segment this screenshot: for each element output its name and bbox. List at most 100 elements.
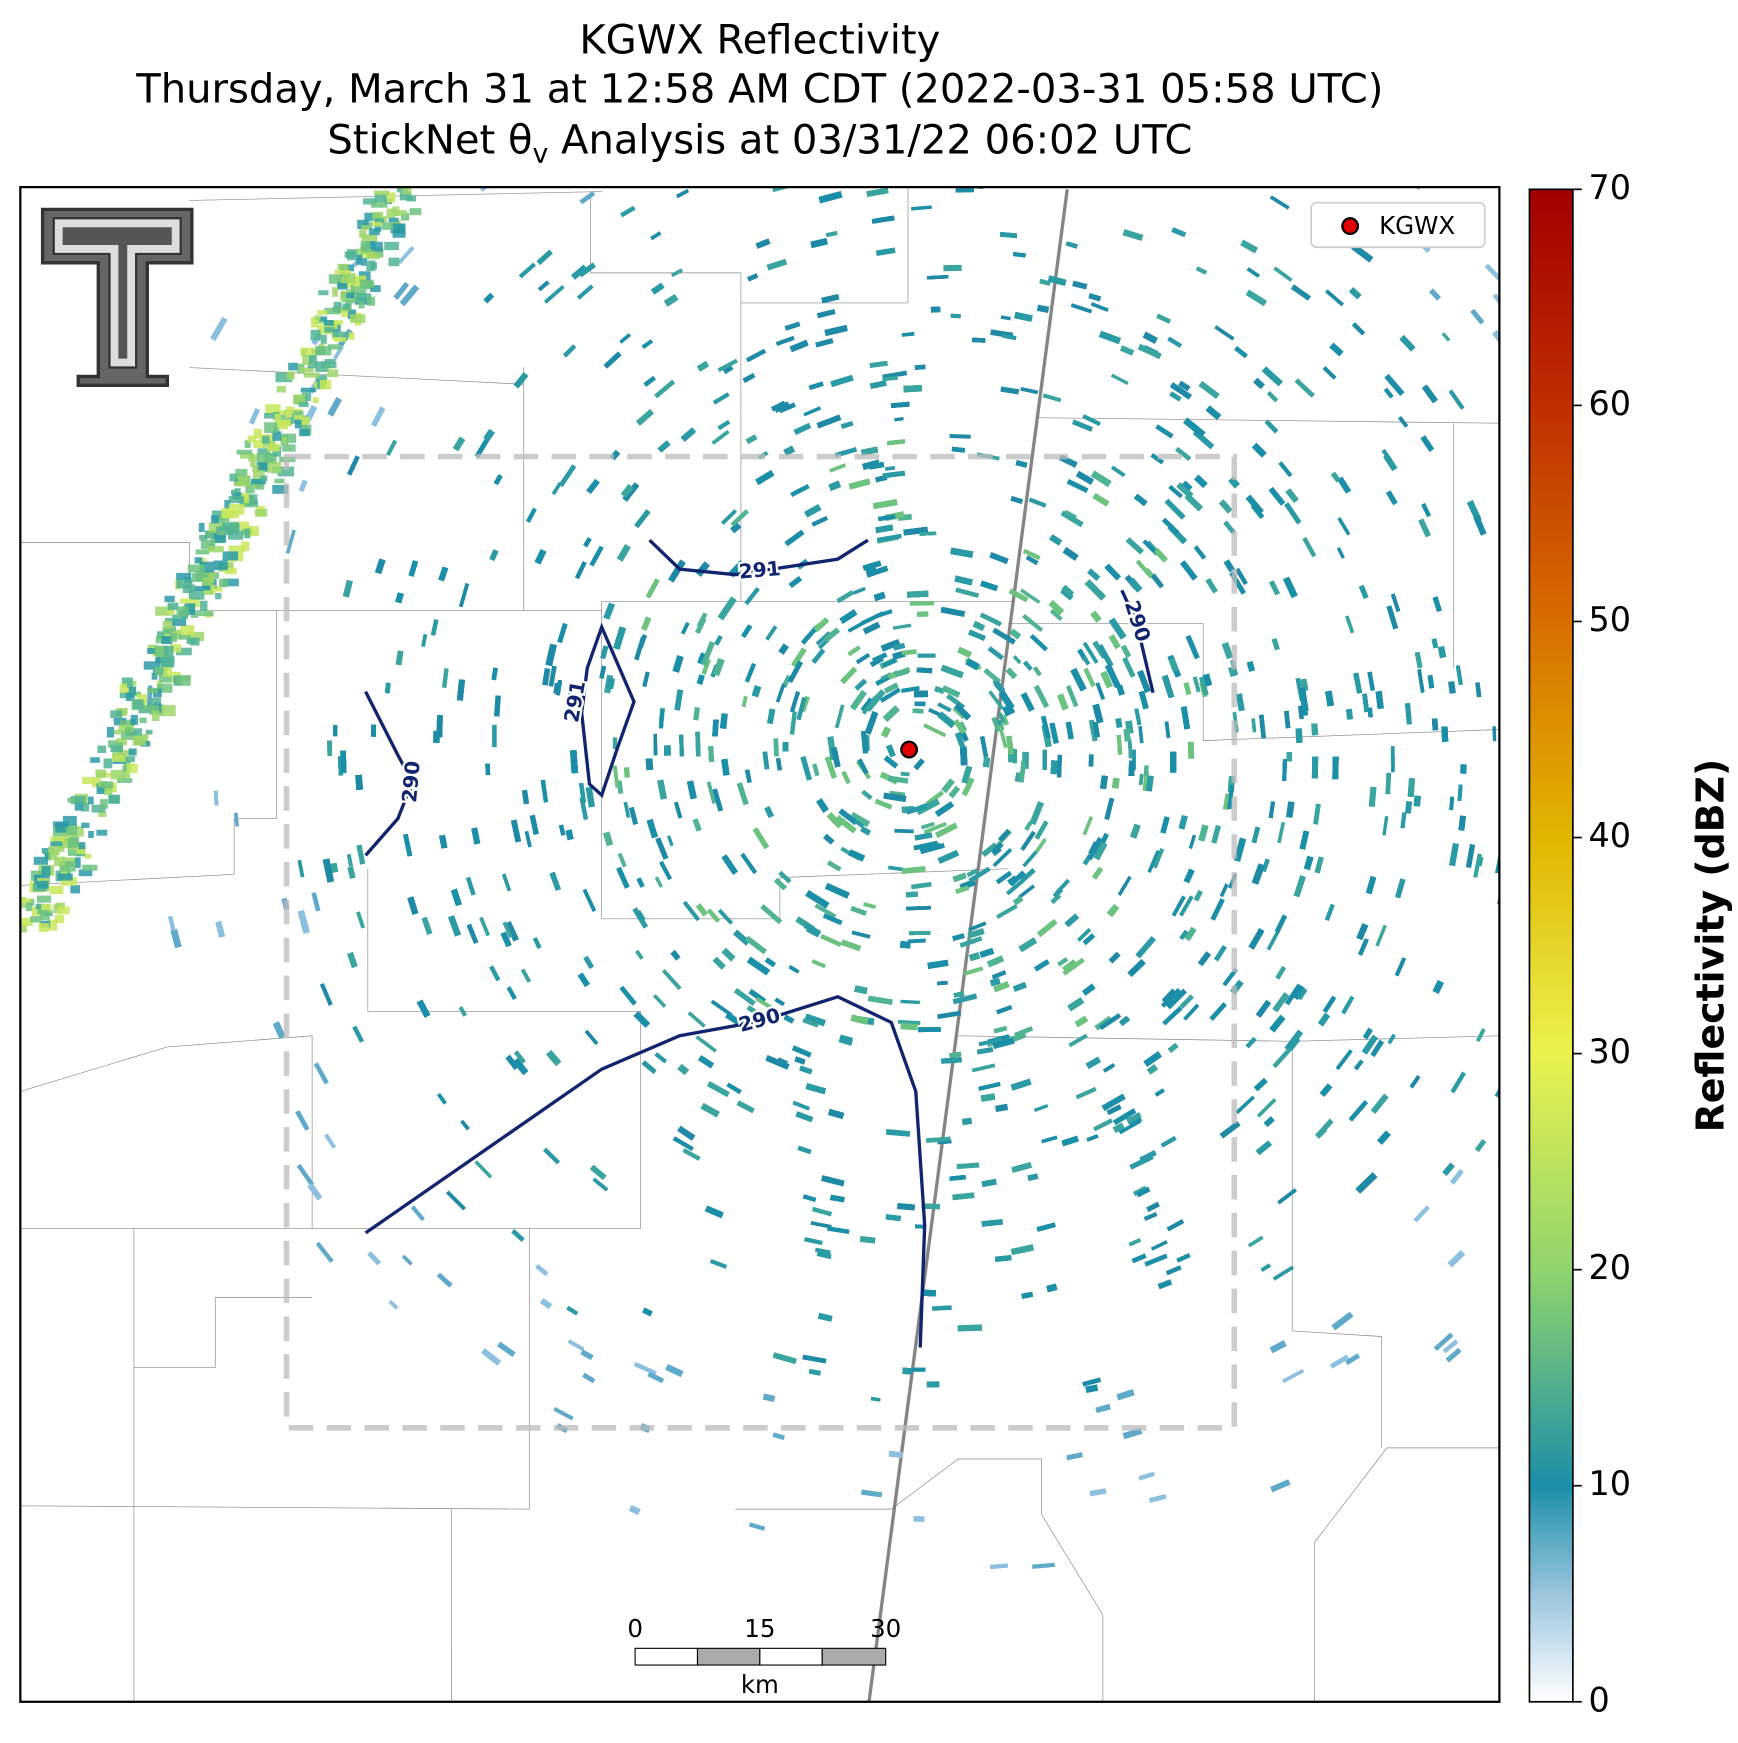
echo xyxy=(1081,655,1091,666)
echo xyxy=(471,827,481,845)
echo xyxy=(1670,1055,1679,1067)
echo xyxy=(811,648,826,664)
echo xyxy=(1153,548,1168,563)
echo xyxy=(952,872,967,883)
echo xyxy=(374,190,390,196)
echo xyxy=(955,587,979,598)
echo xyxy=(1235,693,1245,712)
echo xyxy=(1689,427,1696,438)
echo xyxy=(815,631,831,646)
echo xyxy=(1211,825,1221,844)
echo xyxy=(481,1348,501,1366)
echo xyxy=(1037,919,1058,937)
county-lines xyxy=(20,187,1500,1702)
echo xyxy=(603,351,622,369)
echo xyxy=(555,679,563,696)
echo xyxy=(968,921,987,932)
echo xyxy=(119,720,135,727)
echo xyxy=(36,895,52,903)
echo xyxy=(1066,479,1089,493)
map-background xyxy=(20,187,1500,1702)
echo xyxy=(334,269,351,275)
echo xyxy=(826,812,843,829)
echo xyxy=(1036,304,1050,314)
echo xyxy=(354,296,372,305)
echo xyxy=(207,546,224,553)
echo xyxy=(1636,963,1647,984)
echo xyxy=(113,729,122,735)
echo xyxy=(1628,458,1643,481)
echo xyxy=(1234,36,1258,50)
echo xyxy=(654,379,676,399)
echo xyxy=(20,917,33,927)
echo xyxy=(294,410,304,416)
echo xyxy=(1032,666,1042,677)
echo xyxy=(416,999,431,1018)
echo xyxy=(1268,487,1286,506)
echo xyxy=(629,806,638,825)
echo xyxy=(1067,997,1085,1012)
echo xyxy=(214,534,227,543)
echo xyxy=(1028,497,1047,508)
echo xyxy=(409,208,422,216)
echo xyxy=(321,362,337,369)
echo xyxy=(1112,777,1120,789)
echo xyxy=(542,668,551,686)
echo xyxy=(913,840,938,851)
echo xyxy=(333,301,342,312)
echo xyxy=(395,210,407,216)
echo xyxy=(286,371,295,379)
echo xyxy=(145,729,153,735)
echo xyxy=(884,466,896,471)
echo xyxy=(1036,1222,1056,1232)
echo xyxy=(293,394,306,404)
echo xyxy=(1286,752,1292,762)
echo xyxy=(954,575,974,586)
echo xyxy=(983,668,1001,684)
echo xyxy=(1180,706,1191,730)
echo xyxy=(384,241,399,251)
echo xyxy=(1251,718,1257,733)
echo xyxy=(828,480,841,491)
echo xyxy=(840,666,858,685)
echo xyxy=(1651,1071,1659,1082)
legend-marker xyxy=(1341,217,1360,235)
echo xyxy=(247,526,259,537)
echo xyxy=(880,638,901,652)
echo xyxy=(776,683,786,703)
echo xyxy=(1227,785,1234,810)
echo xyxy=(848,478,871,490)
echo xyxy=(308,355,317,365)
echo xyxy=(211,515,219,524)
echo xyxy=(914,1224,926,1229)
echo xyxy=(370,285,381,293)
echo xyxy=(1294,378,1315,398)
echo xyxy=(677,1063,689,1075)
echo xyxy=(450,888,462,907)
echo xyxy=(888,775,909,784)
echo xyxy=(900,771,910,777)
echo xyxy=(213,790,219,806)
echo xyxy=(161,663,175,668)
echo xyxy=(1234,346,1248,359)
echo xyxy=(1179,994,1194,1009)
echo xyxy=(395,650,404,666)
echo xyxy=(1155,424,1174,439)
echo xyxy=(1414,651,1423,669)
echo xyxy=(919,531,937,536)
echo xyxy=(1049,172,1073,183)
echo xyxy=(494,695,501,717)
echo xyxy=(1642,1030,1654,1051)
echo xyxy=(1523,732,1529,746)
echo xyxy=(578,782,587,804)
echo xyxy=(371,202,388,208)
echo xyxy=(217,530,226,539)
echo xyxy=(1077,928,1091,942)
echo xyxy=(194,557,203,564)
echo xyxy=(168,915,176,932)
echo xyxy=(1128,760,1136,777)
echo xyxy=(1584,531,1594,545)
echo xyxy=(855,652,871,665)
title-line-1: KGWX Reflectivity xyxy=(579,17,940,63)
echo xyxy=(1450,1071,1466,1094)
